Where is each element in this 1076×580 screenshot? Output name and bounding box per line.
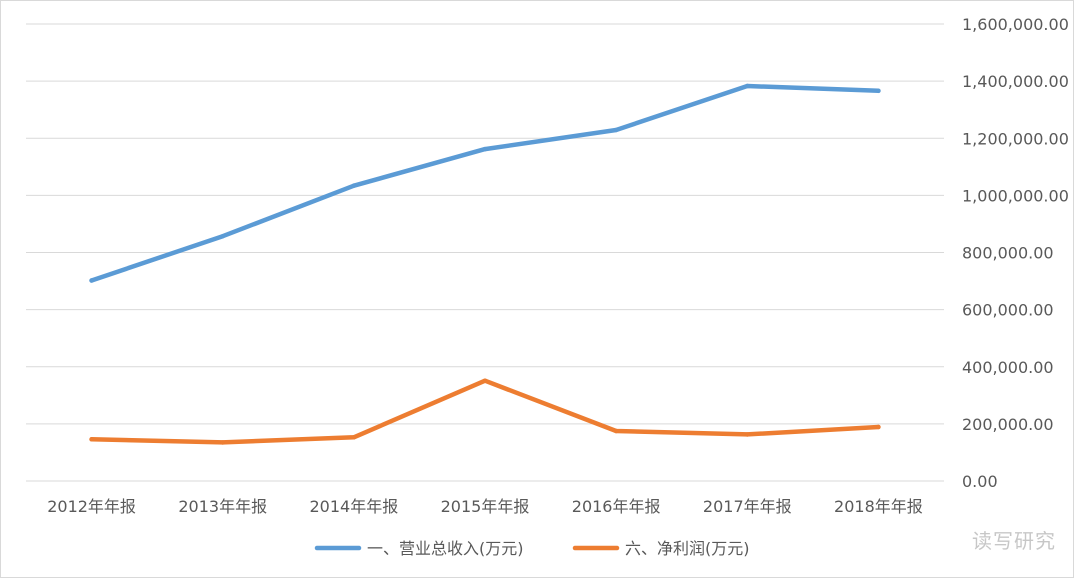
data-point [745, 83, 750, 89]
y-tick-label: 1,000,000.00 [962, 186, 1069, 205]
y-tick-label: 600,000.00 [962, 301, 1054, 320]
x-tick-labels: 2012年年报 2013年年报 2014年年报 2015年年报 2016年年报 2017年… [47, 497, 923, 516]
data-point [613, 428, 619, 434]
data-point [351, 435, 357, 440]
series-lines [89, 83, 881, 445]
y-tick-label: 200,000.00 [962, 415, 1054, 434]
legend-label: 一、营业总收入(万元) [367, 539, 524, 558]
data-point [482, 378, 488, 383]
data-point [482, 146, 488, 152]
legend-label: 六、净利润(万元) [625, 539, 750, 558]
legend: 一、营业总收入(万元) 六、净利润(万元) [314, 539, 750, 558]
y-tick-label: 0.00 [962, 472, 998, 491]
data-point [745, 432, 750, 437]
watermark: 读写研究 [972, 529, 1056, 553]
x-tick-label: 2018年年报 [834, 497, 923, 516]
y-tick-labels: 0.00 200,000.00 400,000.00 600,000.00 800,00… [962, 15, 1069, 491]
x-tick-label: 2015年年报 [441, 497, 530, 516]
x-tick-label: 2012年年报 [47, 497, 136, 516]
data-point [89, 437, 94, 442]
data-point [613, 127, 619, 133]
y-tick-label: 800,000.00 [962, 244, 1054, 263]
x-tick-label: 2017年年报 [703, 497, 792, 516]
data-point [220, 233, 225, 239]
y-tick-label: 1,400,000.00 [962, 72, 1069, 91]
x-tick-label: 2016年年报 [572, 497, 661, 516]
series-line-1 [89, 83, 881, 283]
y-tick-label: 1,200,000.00 [962, 129, 1069, 148]
data-point [351, 183, 357, 188]
y-tick-label: 1,600,000.00 [962, 15, 1069, 34]
gridlines [26, 23, 944, 482]
data-point [220, 440, 225, 445]
data-point [89, 278, 94, 283]
data-point [876, 88, 881, 94]
x-tick-label: 2014年年报 [309, 497, 398, 516]
x-tick-label: 2013年年报 [178, 497, 267, 516]
series-line-2 [89, 378, 881, 445]
data-point [876, 424, 881, 430]
y-tick-label: 400,000.00 [962, 358, 1054, 377]
